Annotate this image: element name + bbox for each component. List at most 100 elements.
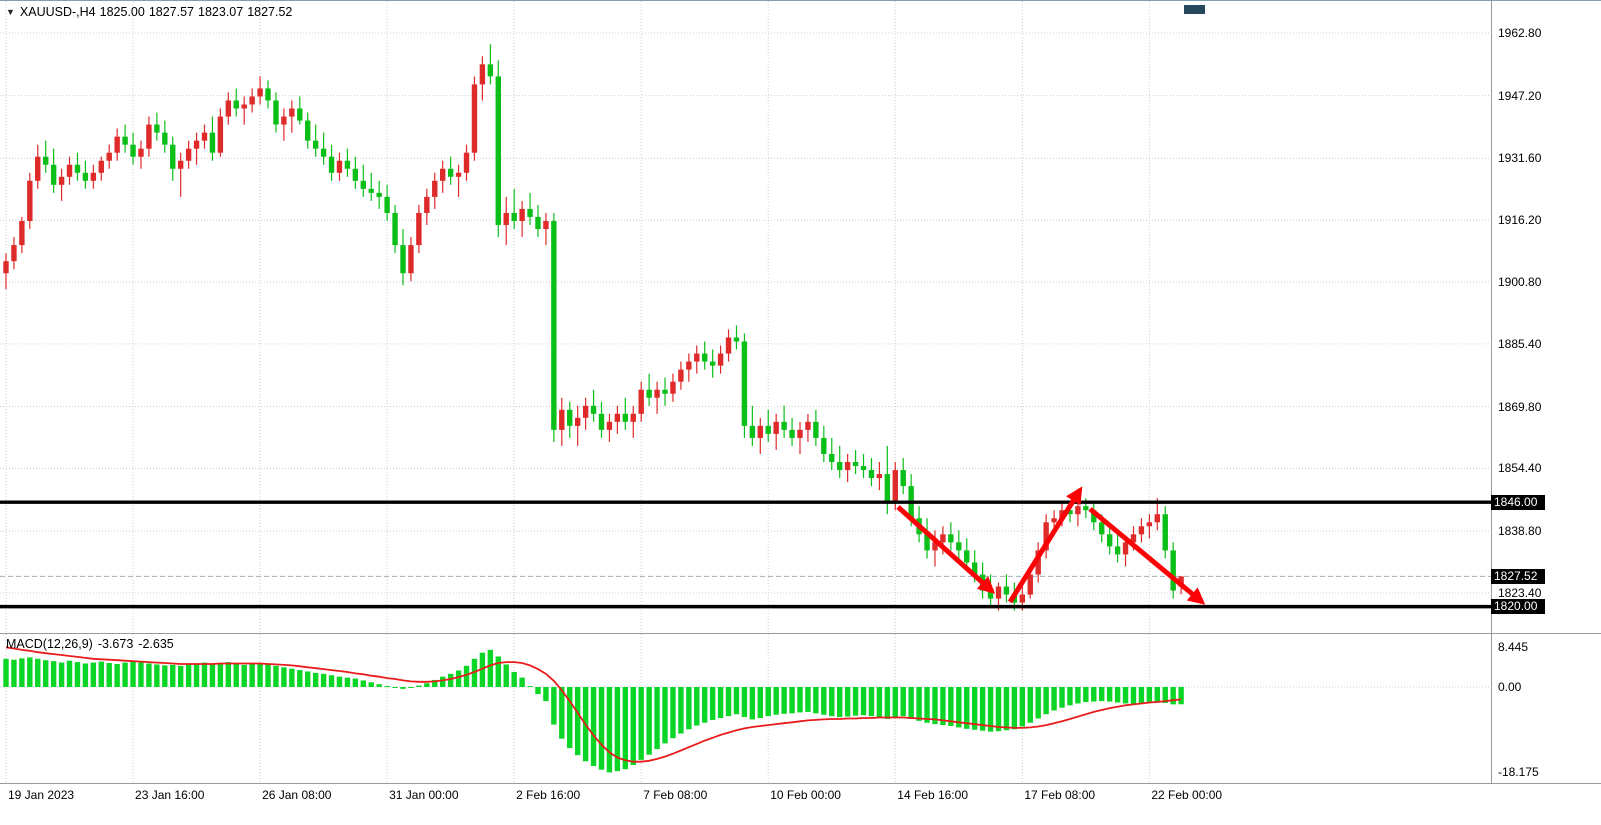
- candle: [58, 176, 65, 185]
- candle: [265, 88, 271, 101]
- candle: [432, 180, 438, 197]
- candle: [479, 64, 486, 85]
- candle: [289, 108, 295, 117]
- candle: [1099, 522, 1105, 535]
- time-tick-label: 22 Feb 00:00: [1151, 788, 1223, 802]
- candle: [964, 550, 970, 563]
- candle: [1146, 522, 1153, 527]
- candle: [225, 100, 232, 117]
- candle: [884, 474, 891, 503]
- candle: [1122, 542, 1129, 555]
- candle: [1067, 510, 1073, 515]
- time-tick-label: 2 Feb 16:00: [516, 788, 581, 802]
- candle: [344, 160, 351, 169]
- candle: [940, 534, 946, 543]
- trend-arrows[interactable]: [896, 486, 1206, 605]
- candle: [495, 76, 501, 226]
- price-tick-label: 1854.40: [1498, 461, 1542, 476]
- candle: [987, 590, 994, 599]
- candle: [519, 208, 525, 221]
- candle: [995, 586, 1002, 599]
- macd-panel: [0, 646, 1491, 773]
- candle: [106, 152, 112, 161]
- candle: [424, 196, 430, 213]
- candle: [559, 409, 565, 430]
- candle: [1138, 526, 1145, 535]
- price-axis-separator: [1491, 1, 1492, 784]
- macd-main-value: -3.673: [97, 637, 134, 651]
- candle: [868, 470, 875, 479]
- candle: [201, 132, 208, 141]
- candle: [273, 100, 279, 125]
- time-tick-label: 14 Feb 16:00: [897, 788, 968, 802]
- candle: [487, 64, 494, 77]
- candles: [3, 44, 1184, 611]
- candle: [90, 172, 97, 181]
- chart-symbol-period: XAUUSD-,H4: [19, 5, 96, 19]
- price-tick-label: 1823.40: [1498, 585, 1542, 600]
- macd-signal-value: -2.635: [138, 637, 174, 651]
- macd-tick-label: 8.445: [1498, 640, 1529, 655]
- candle: [1083, 506, 1089, 511]
- trend-arrow: [1007, 486, 1083, 604]
- price-tick-label: 1962.80: [1498, 26, 1542, 40]
- candle: [297, 108, 303, 121]
- current-price-box: 1827.52: [1491, 568, 1545, 584]
- candle: [654, 389, 660, 398]
- macd-tick-label: 0.00: [1498, 680, 1522, 694]
- candle: [376, 192, 382, 197]
- time-axis[interactable]: 19 Jan 2023 23 Jan 16:00 26 Jan 08:00 31 Ja…: [0, 784, 1601, 825]
- candle: [138, 148, 144, 157]
- candle: [1130, 534, 1137, 543]
- macd-label: MACD(12,26,9) -3.673 -2.635: [6, 637, 174, 651]
- candle: [130, 144, 136, 157]
- candle: [440, 168, 446, 181]
- horizontal-level-lines[interactable]: [0, 500, 1491, 609]
- candle: [1075, 506, 1081, 515]
- candle: [1091, 510, 1097, 523]
- price-axis[interactable]: 1962.80 1947.20 1931.60 1916.20 1900.80 1885.…: [1491, 1, 1601, 784]
- candle: [852, 462, 859, 467]
- indicator-panel-separator[interactable]: [0, 633, 1601, 634]
- candle: [503, 212, 509, 226]
- candle: [590, 405, 597, 414]
- candle: [27, 180, 33, 221]
- macd-name: MACD(12,26,9): [6, 637, 93, 651]
- candle: [876, 474, 883, 479]
- candle: [630, 413, 636, 422]
- level-price-box: 1846.00: [1491, 494, 1545, 510]
- candle: [948, 534, 954, 543]
- time-tick-label: 17 Feb 08:00: [1024, 788, 1096, 802]
- candle: [154, 124, 160, 133]
- candle: [209, 132, 216, 153]
- chart-plot-area[interactable]: [0, 1, 1491, 783]
- candle: [50, 164, 57, 185]
- candle: [66, 164, 73, 177]
- candle: [567, 409, 573, 426]
- candle: [360, 180, 366, 189]
- candle: [281, 116, 287, 125]
- candle: [1162, 514, 1168, 551]
- candle: [3, 261, 9, 274]
- candle: [1019, 594, 1026, 603]
- candle: [678, 369, 684, 382]
- one-click-trading-toggle-icon[interactable]: ▼: [6, 7, 15, 17]
- gridlines: [0, 1, 1491, 783]
- candle: [1154, 514, 1160, 523]
- candle: [789, 429, 795, 438]
- candle: [98, 160, 104, 173]
- candle: [1114, 546, 1121, 555]
- candle: [781, 421, 787, 430]
- trend-arrow: [1088, 507, 1206, 605]
- candle: [900, 470, 906, 487]
- candle: [455, 172, 462, 177]
- candle: [336, 160, 343, 173]
- candle: [860, 466, 867, 471]
- candle: [312, 140, 319, 149]
- ohlc-close: 1827.52: [247, 5, 293, 19]
- candle: [233, 100, 239, 109]
- time-tick-label: 31 Jan 00:00: [389, 788, 459, 802]
- candle: [249, 96, 255, 105]
- candle: [757, 425, 763, 438]
- candle: [773, 421, 779, 434]
